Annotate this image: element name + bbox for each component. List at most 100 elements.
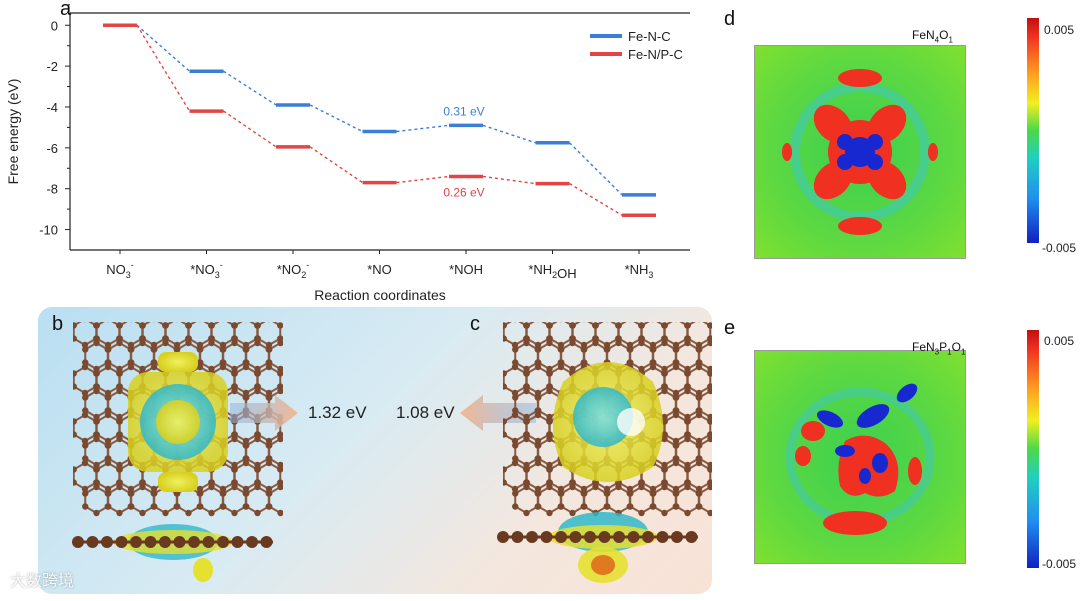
arrow-left <box>460 395 536 431</box>
carbon-atom <box>242 363 250 371</box>
carbon-atom <box>197 359 204 366</box>
carbon-atom <box>650 346 657 353</box>
panel-label-d: d <box>724 8 736 30</box>
carbon-atom <box>105 455 112 462</box>
carbon-atom <box>569 479 576 486</box>
carbon-atom <box>673 394 680 401</box>
carbon-atom <box>254 461 261 469</box>
carbon-atom <box>581 490 588 497</box>
carbon-atom <box>523 335 530 342</box>
carbon-atom <box>684 387 691 395</box>
carbon-atom <box>569 483 576 491</box>
carbon-atom <box>128 359 135 366</box>
carbon-atom <box>512 359 519 366</box>
panel-label-b: b <box>52 313 64 335</box>
carbon-atom <box>673 490 680 497</box>
carbon-atom <box>569 322 576 329</box>
carbon-atom <box>511 411 519 419</box>
carbon-atom <box>534 411 542 419</box>
free-energy-chart: 0 -2 -4 -6 -8 -10 NO3- *NO3- *NO2- *NO *NOH *NH2OH *… <box>5 4 690 303</box>
carbon-atom <box>523 479 530 486</box>
graphene-ring <box>95 461 121 491</box>
graphene-ring <box>663 322 689 347</box>
carbon-atom <box>231 365 238 373</box>
carbon-atom-side <box>526 531 538 543</box>
carbon-atom <box>604 503 611 510</box>
carbon-atom <box>592 335 599 342</box>
transition-line <box>136 24 190 72</box>
carbon-atom-side <box>246 536 258 548</box>
carbon-atom <box>707 483 712 491</box>
carbon-atom <box>265 363 273 371</box>
carbon-atom <box>661 387 668 395</box>
watermark: 大数跨境 <box>10 573 75 590</box>
carbon-atom <box>661 335 668 342</box>
carbon-atom <box>231 461 238 469</box>
carbon-atom <box>162 509 169 517</box>
carbon-atom <box>626 485 634 493</box>
graphene-ring <box>73 413 98 443</box>
carbon-atom <box>242 459 250 467</box>
carbon-atom <box>82 455 89 462</box>
graphene-ring <box>629 341 654 371</box>
carbon-atom <box>523 483 530 491</box>
graphene-ring <box>107 437 132 467</box>
panel-label-c: c <box>470 313 480 335</box>
carbon-atom <box>557 341 565 349</box>
colorbar-e <box>1027 330 1039 568</box>
carbon-atom <box>128 346 135 353</box>
carbon-atom <box>512 407 519 414</box>
carbon-atom-side <box>540 531 553 543</box>
carbon-atom <box>661 466 668 473</box>
carbon-atom-side <box>115 536 128 548</box>
carbon-atom <box>151 346 158 353</box>
colorbar-d-min: -0.005 <box>1042 241 1077 255</box>
carbon-atom <box>673 346 680 353</box>
carbon-atom <box>534 389 542 397</box>
legend-label: Fe-N/P-C <box>628 47 683 62</box>
carbon-atom <box>534 341 542 349</box>
carbon-atom <box>695 411 703 419</box>
carbon-atom <box>243 490 250 497</box>
carbon-atom <box>707 387 712 395</box>
charge-map-e <box>754 350 966 564</box>
carbon-atom <box>82 503 89 510</box>
graphene-ring <box>73 461 98 491</box>
carbon-atom <box>684 431 691 438</box>
carbon-atom <box>511 341 519 349</box>
graphene-ring <box>548 322 574 347</box>
carbon-atom <box>684 435 691 443</box>
carbon-atom <box>127 363 135 371</box>
carbon-atom <box>534 437 542 445</box>
carbon-atom-side <box>173 536 186 548</box>
graphene-ring <box>256 365 282 395</box>
carbon-atom <box>73 418 77 425</box>
carbon-atom <box>116 370 123 377</box>
carbon-atom <box>231 387 238 395</box>
transition-line <box>136 24 191 112</box>
carbon-atom <box>150 363 158 371</box>
carbon-atom <box>231 483 238 491</box>
carbon-atom <box>105 359 112 366</box>
carbon-atom <box>546 413 553 421</box>
carbon-atom <box>151 490 158 497</box>
carbon-atom <box>511 437 519 445</box>
carbon-atom <box>266 359 273 366</box>
carbon-atom <box>162 339 169 347</box>
graphene-ring <box>686 413 712 443</box>
carbon-atom <box>615 483 622 491</box>
carbon-atom <box>81 437 89 445</box>
graphene-ring <box>560 341 585 371</box>
carbon-atom-side <box>569 531 582 543</box>
y-axis-title: Free energy (eV) <box>5 79 21 185</box>
carbon-atom <box>650 503 657 510</box>
carbon-atom <box>116 322 123 329</box>
carbon-atom <box>558 359 565 366</box>
carbon-atom <box>661 509 668 517</box>
graphene-ring <box>640 322 666 347</box>
y-tick-label: -2 <box>46 59 58 74</box>
carbon-atom <box>162 322 169 329</box>
carbon-atom <box>105 442 112 449</box>
carbon-atom <box>265 437 273 445</box>
graphene-ring <box>84 485 109 515</box>
